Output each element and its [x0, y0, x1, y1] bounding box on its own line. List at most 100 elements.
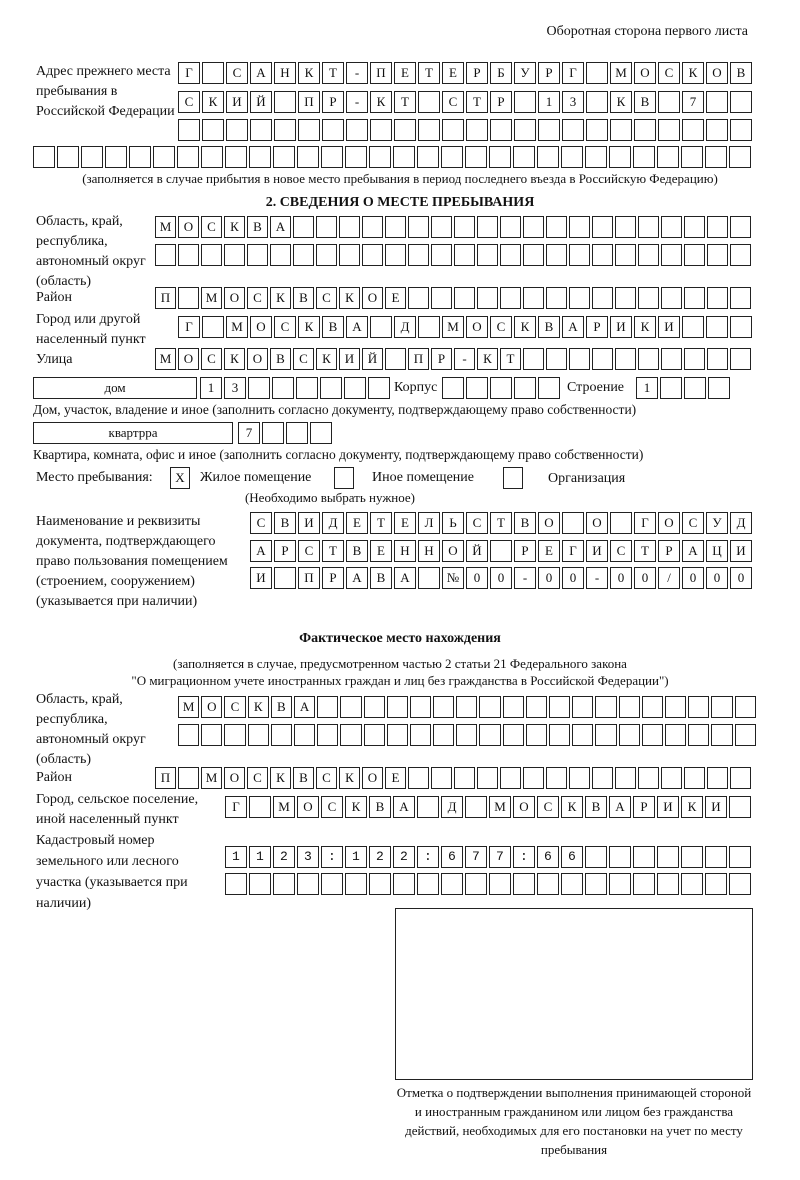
letter-cell[interactable]	[418, 119, 440, 141]
letter-cell[interactable]	[572, 696, 594, 718]
letter-cell[interactable]	[442, 119, 464, 141]
letter-cell[interactable]: М	[273, 796, 295, 818]
letter-cell[interactable]	[250, 119, 272, 141]
letter-cell[interactable]: О	[250, 316, 272, 338]
letter-cell[interactable]	[417, 846, 439, 868]
letter-cell[interactable]	[270, 244, 291, 266]
letter-cell[interactable]: О	[513, 796, 535, 818]
letter-cell[interactable]	[546, 767, 567, 789]
letter-cell[interactable]	[707, 348, 728, 370]
letter-cell[interactable]	[224, 724, 246, 746]
letter-cell[interactable]: А	[393, 796, 415, 818]
letter-cell[interactable]	[523, 244, 544, 266]
letter-cell[interactable]	[660, 377, 682, 399]
letter-cell[interactable]: В	[293, 287, 314, 309]
letter-cell[interactable]: Р	[466, 62, 488, 84]
letter-cell[interactable]	[466, 119, 488, 141]
letter-cell[interactable]	[370, 316, 392, 338]
letter-cell[interactable]	[707, 287, 728, 309]
letter-cell[interactable]	[586, 91, 608, 113]
letter-cell[interactable]: О	[247, 348, 268, 370]
letter-cell[interactable]	[465, 146, 487, 168]
letter-cell[interactable]: В	[585, 796, 607, 818]
letter-cell[interactable]: Е	[385, 767, 406, 789]
letter-cell[interactable]	[262, 422, 284, 444]
document-row-3[interactable]: И П Р А В А № 0 0-0 0-0 0/0 0 0	[250, 567, 754, 589]
letter-cell[interactable]	[201, 146, 223, 168]
letter-cell[interactable]: А	[293, 696, 316, 718]
house-type-field[interactable]: дом	[33, 377, 197, 399]
letter-cell[interactable]	[634, 119, 656, 141]
letter-cell[interactable]	[525, 724, 547, 746]
letter-cell[interactable]: К	[477, 348, 498, 370]
letter-cell[interactable]	[477, 216, 498, 238]
letter-cell[interactable]	[569, 244, 590, 266]
letter-cell[interactable]: 0	[634, 567, 656, 589]
letter-cell[interactable]: К	[681, 796, 703, 818]
letter-cell[interactable]	[705, 846, 727, 868]
letter-cell[interactable]: 0	[466, 567, 488, 589]
letter-cell[interactable]: О	[178, 348, 199, 370]
letter-cell[interactable]: М	[201, 767, 222, 789]
letter-cell[interactable]	[316, 216, 337, 238]
letter-cell[interactable]	[408, 216, 429, 238]
letter-cell[interactable]	[454, 216, 475, 238]
letter-cell[interactable]: Г	[562, 540, 584, 562]
letter-cell[interactable]	[489, 146, 511, 168]
letter-cell[interactable]	[707, 767, 728, 789]
letter-cell[interactable]	[417, 146, 439, 168]
letter-cell[interactable]: К	[634, 316, 656, 338]
letter-cell[interactable]	[688, 696, 710, 718]
letter-cell[interactable]: Г	[178, 62, 200, 84]
letter-cell[interactable]	[408, 767, 429, 789]
letter-cell[interactable]: О	[224, 767, 245, 789]
letter-cell[interactable]	[321, 146, 343, 168]
letter-cell[interactable]	[609, 846, 631, 868]
letter-cell[interactable]	[661, 244, 682, 266]
letter-cell[interactable]	[320, 377, 342, 399]
letter-cell[interactable]: Д	[394, 316, 416, 338]
letter-cell[interactable]: С	[250, 512, 272, 534]
letter-cell[interactable]	[638, 216, 659, 238]
letter-cell[interactable]: Г	[634, 512, 656, 534]
letter-cell[interactable]	[638, 767, 659, 789]
letter-cell[interactable]	[178, 119, 200, 141]
letter-cell[interactable]	[586, 62, 608, 84]
letter-cell[interactable]: А	[270, 216, 291, 238]
letter-cell[interactable]: С	[466, 512, 488, 534]
letter-cell[interactable]	[363, 724, 385, 746]
letter-cell[interactable]: О	[634, 62, 656, 84]
letter-cell[interactable]	[431, 767, 452, 789]
letter-cell[interactable]	[286, 422, 308, 444]
letter-cell[interactable]: 0	[538, 567, 560, 589]
letter-cell[interactable]	[477, 244, 498, 266]
letter-cell[interactable]: К	[514, 316, 536, 338]
letter-cell[interactable]: Р	[274, 540, 296, 562]
letter-cell[interactable]	[500, 287, 521, 309]
letter-cell[interactable]	[523, 216, 544, 238]
letter-cell[interactable]	[273, 873, 295, 895]
letter-cell[interactable]	[592, 348, 613, 370]
letter-cell[interactable]: К	[339, 287, 360, 309]
letter-cell[interactable]: Р	[514, 540, 536, 562]
letter-cell[interactable]	[293, 244, 314, 266]
letter-cell[interactable]	[730, 216, 751, 238]
letter-cell[interactable]	[661, 287, 682, 309]
letter-cell[interactable]: Е	[385, 287, 406, 309]
letter-cell[interactable]	[479, 696, 501, 718]
letter-cell[interactable]	[502, 724, 524, 746]
letter-cell[interactable]	[615, 244, 636, 266]
letter-cell[interactable]	[431, 287, 452, 309]
letter-cell[interactable]	[609, 146, 631, 168]
letter-cell[interactable]	[592, 244, 613, 266]
letter-cell[interactable]	[368, 377, 390, 399]
letter-cell[interactable]: Р	[322, 567, 344, 589]
letter-cell[interactable]	[386, 696, 408, 718]
letter-cell[interactable]: 0	[490, 567, 512, 589]
letter-cell[interactable]: С	[442, 91, 464, 113]
letter-cell[interactable]: Т	[370, 512, 392, 534]
letter-cell[interactable]	[684, 377, 706, 399]
letter-cell[interactable]: У	[706, 512, 728, 534]
